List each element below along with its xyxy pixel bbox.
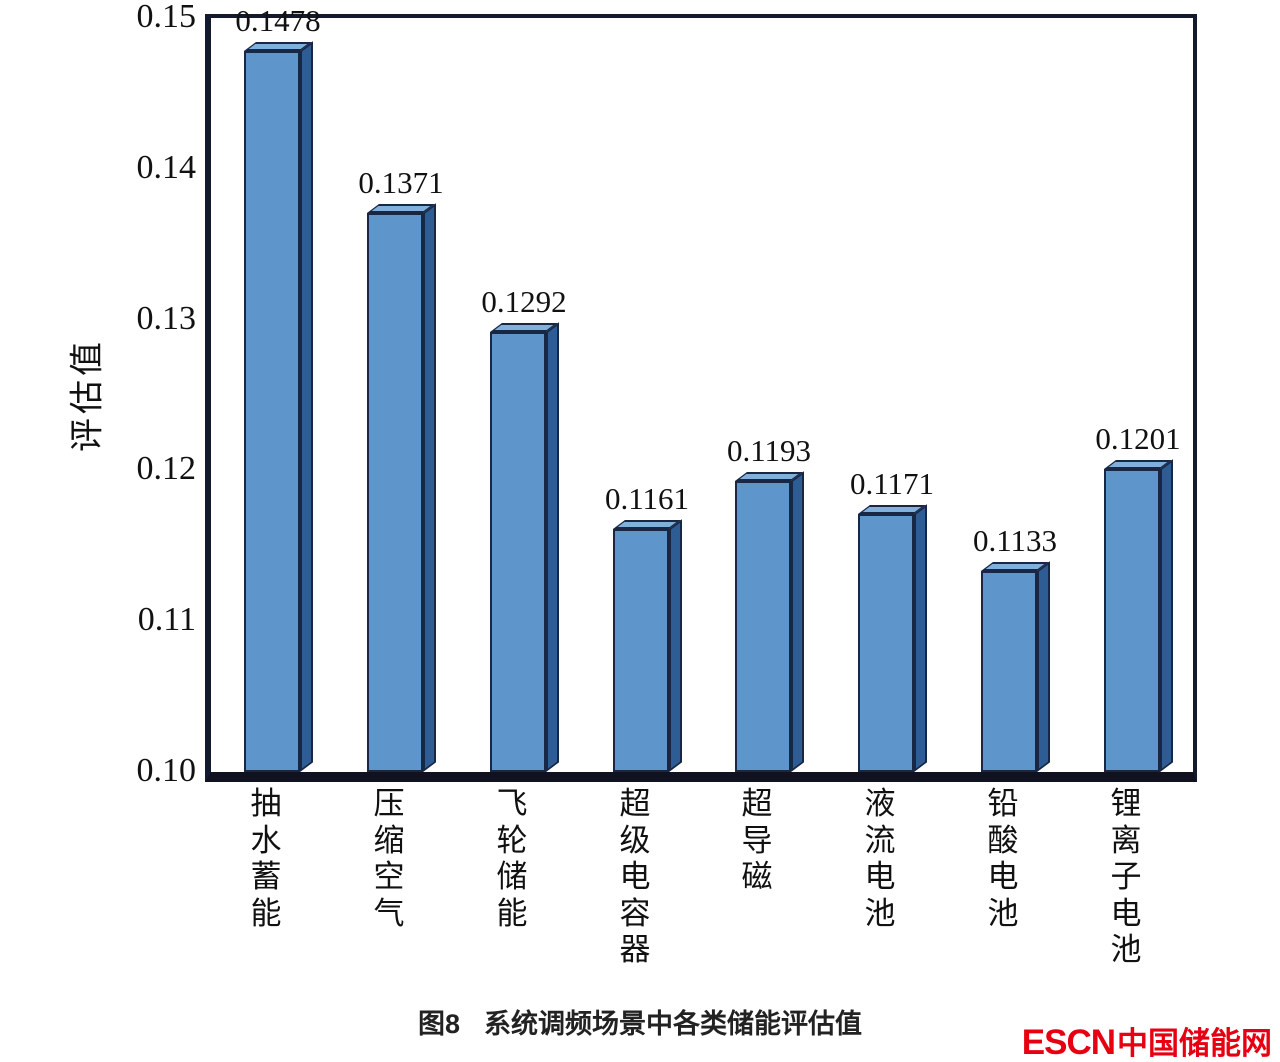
bar-top-face xyxy=(858,505,926,514)
category-label-超级电容器: 超级电容器 xyxy=(619,786,651,968)
bar-value-label: 0.1371 xyxy=(358,165,444,200)
bar-抽水蓄能 xyxy=(244,41,313,773)
y-tick-label: 0.15 xyxy=(136,0,197,35)
figure-caption-text: 系统调频场景中各类储能评估值 xyxy=(484,1009,863,1039)
bar-side-face xyxy=(423,203,436,772)
bar-front-face xyxy=(981,571,1037,772)
bar-top-face xyxy=(981,562,1049,571)
bar-side-face xyxy=(914,504,927,772)
bar-超导磁 xyxy=(735,471,804,772)
plot-area: 0.1478 0.1371 0.1292 0.1161 0.1193 0.1171 0.11… xyxy=(205,3,1197,782)
escn-logo-chinese: 中国储能网 xyxy=(1117,1026,1272,1061)
bar-front-face xyxy=(367,213,423,772)
figure-number: 图8 xyxy=(417,1009,461,1039)
y-tick-label: 0.12 xyxy=(136,450,197,488)
bar-front-face xyxy=(490,332,546,772)
bar-value-label: 0.1201 xyxy=(1095,421,1181,456)
category-label-超导磁: 超导磁 xyxy=(741,786,773,895)
bar-front-face xyxy=(244,51,300,772)
bar-top-face xyxy=(613,520,681,529)
escn-logo: ESCN 中国储能网 xyxy=(1022,1018,1272,1062)
bar-side-face xyxy=(1037,561,1050,772)
bar-top-face xyxy=(735,472,803,481)
bar-front-face xyxy=(735,481,791,772)
bar-value-label: 0.1161 xyxy=(604,481,690,516)
bar-value-label: 0.1193 xyxy=(726,433,812,468)
category-label-压缩空气: 压缩空气 xyxy=(373,786,405,931)
bar-side-face xyxy=(546,322,559,772)
y-axis-tick-labels: 0.15 0.14 0.13 0.12 0.11 0.10 xyxy=(0,0,197,800)
y-tick-label: 0.11 xyxy=(137,601,196,639)
bar-top-face xyxy=(490,323,558,332)
bar-value-label: 0.1171 xyxy=(849,466,935,501)
bar-铅酸电池 xyxy=(981,561,1050,772)
bar-锂离子电池 xyxy=(1104,459,1173,772)
bar-side-face xyxy=(1160,459,1173,772)
bar-top-face xyxy=(367,204,435,213)
bar-front-face xyxy=(1104,469,1160,772)
figure-caption: 图8 系统调频场景中各类储能评估值 xyxy=(0,1002,1280,1041)
category-label-锂离子电池: 锂离子电池 xyxy=(1110,786,1142,968)
bar-压缩空气 xyxy=(367,203,436,772)
bar-飞轮储能 xyxy=(490,322,559,772)
category-label-液流电池: 液流电池 xyxy=(864,786,896,931)
category-label-铅酸电池: 铅酸电池 xyxy=(987,786,1019,931)
y-tick-label: 0.10 xyxy=(136,752,197,789)
bar-value-label: 0.1478 xyxy=(235,3,321,38)
bar-top-face xyxy=(1104,460,1172,469)
bar-side-face xyxy=(300,41,313,773)
y-tick-label: 0.13 xyxy=(136,299,197,337)
x-axis-category-labels: 抽水蓄能 压缩空气 飞轮储能 超级电容器 超导磁 液流电池 铅酸电池 锂离子电池 xyxy=(205,786,1187,996)
bar-value-label: 0.1133 xyxy=(972,523,1058,558)
bar-side-face xyxy=(669,519,682,772)
y-tick-label: 0.14 xyxy=(136,148,197,186)
bar-front-face xyxy=(858,514,914,772)
bar-value-label: 0.1292 xyxy=(481,284,567,319)
bar-液流电池 xyxy=(858,504,927,772)
escn-logo-latin: ESCN xyxy=(1021,1023,1116,1062)
bar-front-face xyxy=(613,529,669,772)
bar-top-face xyxy=(244,42,312,51)
bar-side-face xyxy=(791,471,804,772)
category-label-飞轮储能: 飞轮储能 xyxy=(496,786,528,931)
category-label-抽水蓄能: 抽水蓄能 xyxy=(250,786,282,931)
bar-超级电容器 xyxy=(613,519,682,772)
